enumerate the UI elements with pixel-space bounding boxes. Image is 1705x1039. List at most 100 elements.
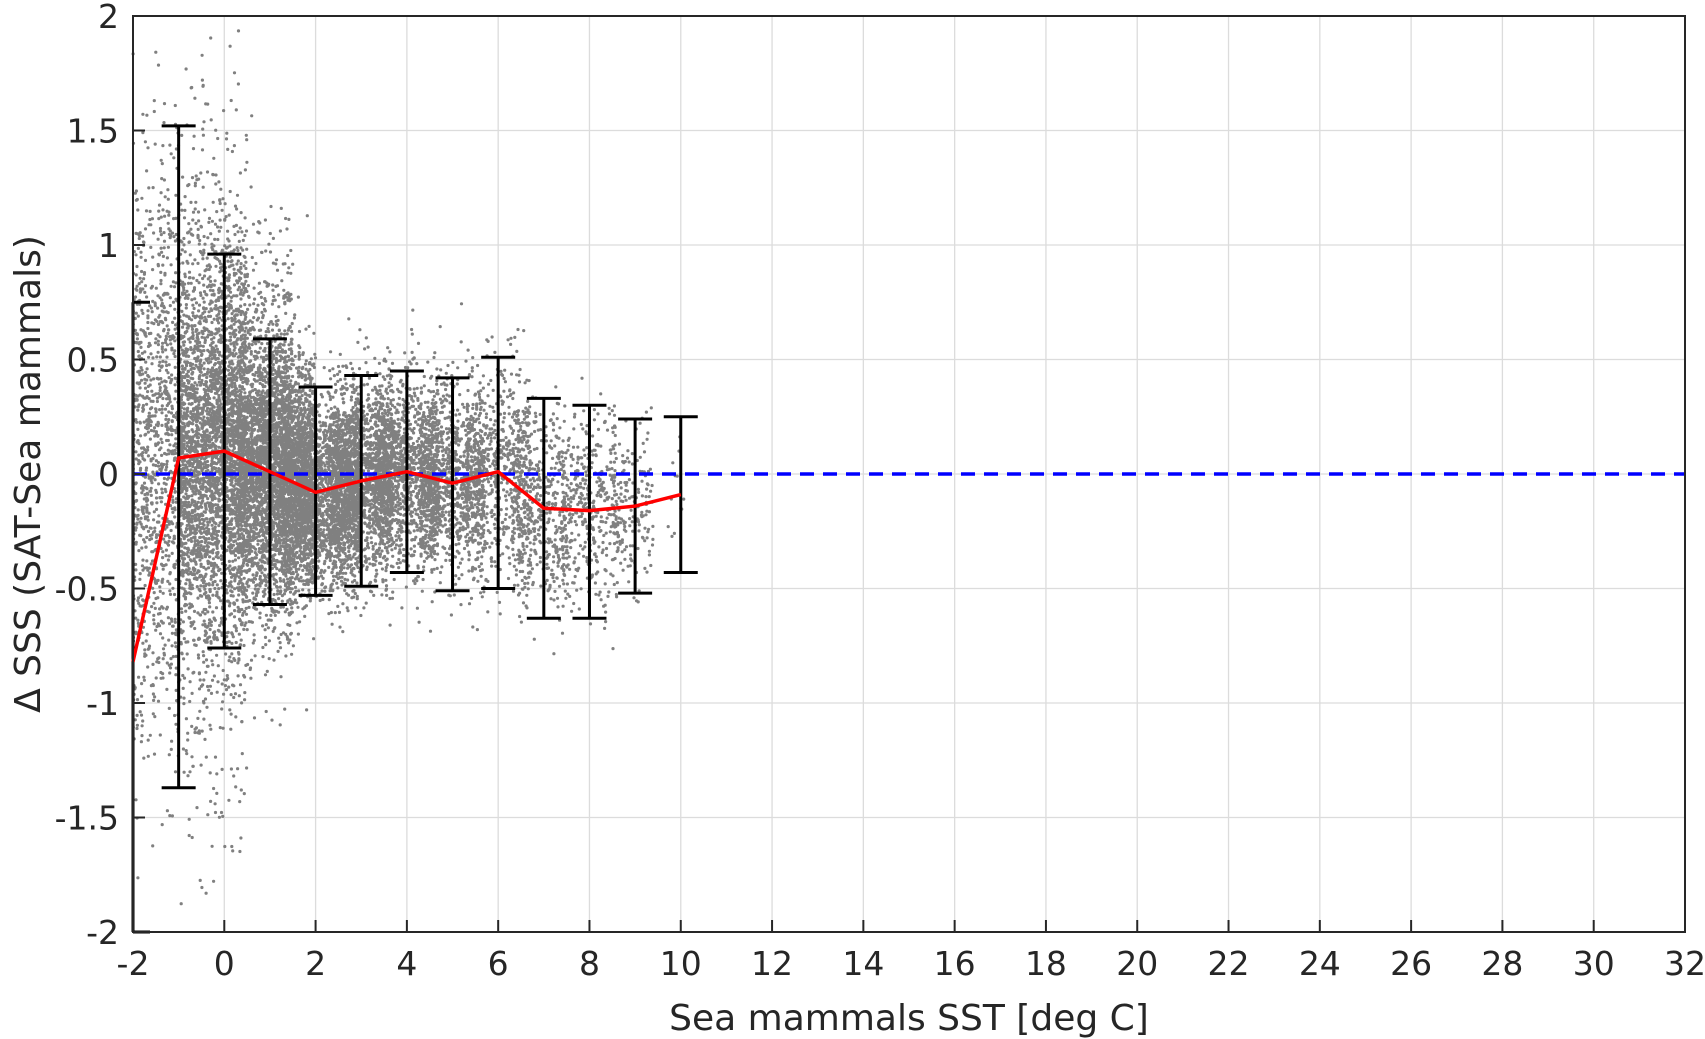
scatter-point (135, 522, 139, 526)
scatter-point (227, 213, 231, 217)
scatter-point (226, 676, 230, 681)
scatter-point (138, 710, 142, 714)
scatter-point (169, 528, 173, 533)
scatter-point (234, 320, 238, 324)
scatter-point (162, 564, 166, 568)
scatter-point (149, 501, 154, 505)
scatter-point (146, 738, 150, 742)
scatter-point (239, 836, 243, 840)
scatter-point (264, 643, 268, 647)
scatter-point (276, 393, 280, 397)
scatter-point (239, 246, 243, 250)
scatter-point (213, 802, 217, 806)
scatter-point (244, 621, 248, 625)
scatter-point (204, 631, 208, 636)
scatter-point (159, 676, 163, 680)
scatter-point (156, 350, 160, 354)
scatter-point (216, 680, 220, 684)
scatter-point (197, 403, 201, 407)
scatter-point (211, 580, 215, 584)
scatter-point (157, 209, 161, 213)
scatter-point (217, 296, 221, 300)
scatter-point (134, 457, 138, 461)
scatter-point (151, 712, 155, 716)
scatter-point (271, 357, 275, 361)
scatter-point (134, 528, 138, 532)
scatter-point (191, 262, 195, 266)
scatter-point (134, 499, 138, 503)
scatter-point (139, 713, 144, 717)
scatter-point (217, 479, 221, 483)
scatter-point (185, 410, 189, 414)
scatter-point (140, 378, 144, 382)
scatter-point (202, 120, 206, 124)
scatter-point (138, 572, 142, 576)
scatter-point (188, 361, 192, 365)
scatter-point (257, 281, 261, 285)
scatter-point (189, 281, 193, 285)
scatter-point (198, 558, 202, 562)
scatter-point (174, 193, 178, 197)
scatter-point (195, 383, 199, 387)
scatter-point (158, 408, 162, 412)
scatter-point (231, 559, 235, 563)
scatter-point (170, 631, 174, 635)
scatter-point (173, 456, 177, 460)
scatter-point (198, 878, 202, 883)
scatter-point (227, 427, 231, 431)
scatter-points (131, 29, 686, 906)
scatter-point (143, 350, 147, 354)
scatter-point (172, 534, 176, 538)
scatter-point (158, 368, 162, 373)
scatter-point (170, 814, 174, 818)
scatter-point (144, 524, 149, 529)
scatter-point (192, 306, 196, 311)
scatter-point (232, 71, 237, 75)
scatter-point (221, 814, 225, 819)
scatter-point (186, 281, 191, 285)
scatter-point (169, 449, 173, 453)
scatter-point (207, 601, 211, 605)
scatter-point (153, 142, 157, 146)
scatter-point (191, 289, 195, 293)
scatter-point (200, 335, 204, 339)
scatter-point (231, 414, 235, 418)
scatter-point (211, 289, 215, 293)
scatter-point (158, 229, 163, 233)
scatter-point (139, 255, 143, 259)
scatter-point (208, 288, 212, 292)
scatter-point (137, 354, 141, 358)
scatter-point (151, 186, 155, 190)
scatter-point (189, 227, 193, 231)
scatter-point (170, 540, 175, 544)
scatter-point (154, 337, 158, 341)
scatter-point (227, 412, 232, 416)
scatter-point (225, 591, 229, 595)
scatter-point (232, 774, 236, 778)
scatter-point (284, 311, 288, 315)
scatter-point (201, 344, 205, 348)
scatter-point (190, 691, 194, 696)
scatter-point (226, 147, 230, 151)
scatter-point (256, 316, 261, 320)
scatter-point (145, 632, 149, 636)
scatter-point (210, 219, 214, 223)
scatter-point (219, 187, 223, 191)
scatter-point (182, 637, 186, 641)
scatter-point (156, 322, 160, 327)
scatter-point (219, 621, 223, 625)
scatter-point (153, 606, 157, 611)
scatter-point (206, 501, 210, 505)
scatter-point (239, 262, 243, 266)
scatter-point (166, 448, 170, 452)
scatter-point (245, 160, 249, 164)
scatter-point (139, 250, 143, 254)
scatter-point (232, 341, 236, 345)
scatter-point (150, 362, 154, 366)
scatter-point (152, 510, 156, 514)
scatter-point (200, 53, 204, 57)
scatter-point (165, 459, 169, 463)
scatter-point (167, 418, 171, 422)
scatter-point (148, 407, 153, 411)
scatter-point (243, 675, 247, 679)
